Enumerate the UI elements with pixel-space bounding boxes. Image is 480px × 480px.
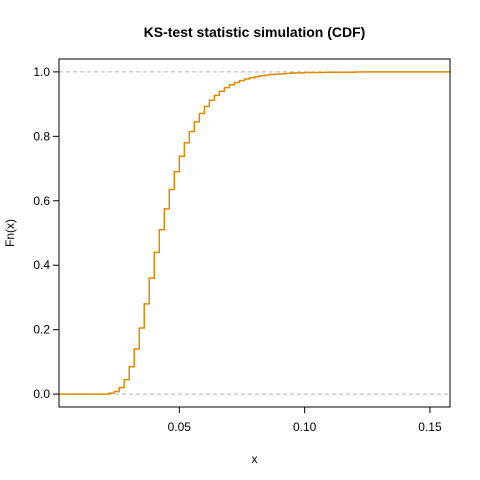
y-tick-label: 0.8 [33, 129, 50, 143]
x-tick-label: 0.05 [168, 420, 192, 434]
y-tick-label: 1.0 [33, 65, 50, 79]
y-axis-label: Fn(x) [3, 219, 17, 247]
y-tick-label: 0.2 [33, 323, 50, 337]
x-tick-label: 0.10 [293, 420, 317, 434]
y-tick-label: 0.0 [33, 387, 50, 401]
x-tick-label: 0.15 [418, 420, 442, 434]
x-axis-label: x [252, 452, 258, 466]
y-tick-label: 0.4 [33, 258, 50, 272]
chart-title: KS-test statistic simulation (CDF) [144, 24, 366, 40]
y-tick-label: 0.6 [33, 194, 50, 208]
